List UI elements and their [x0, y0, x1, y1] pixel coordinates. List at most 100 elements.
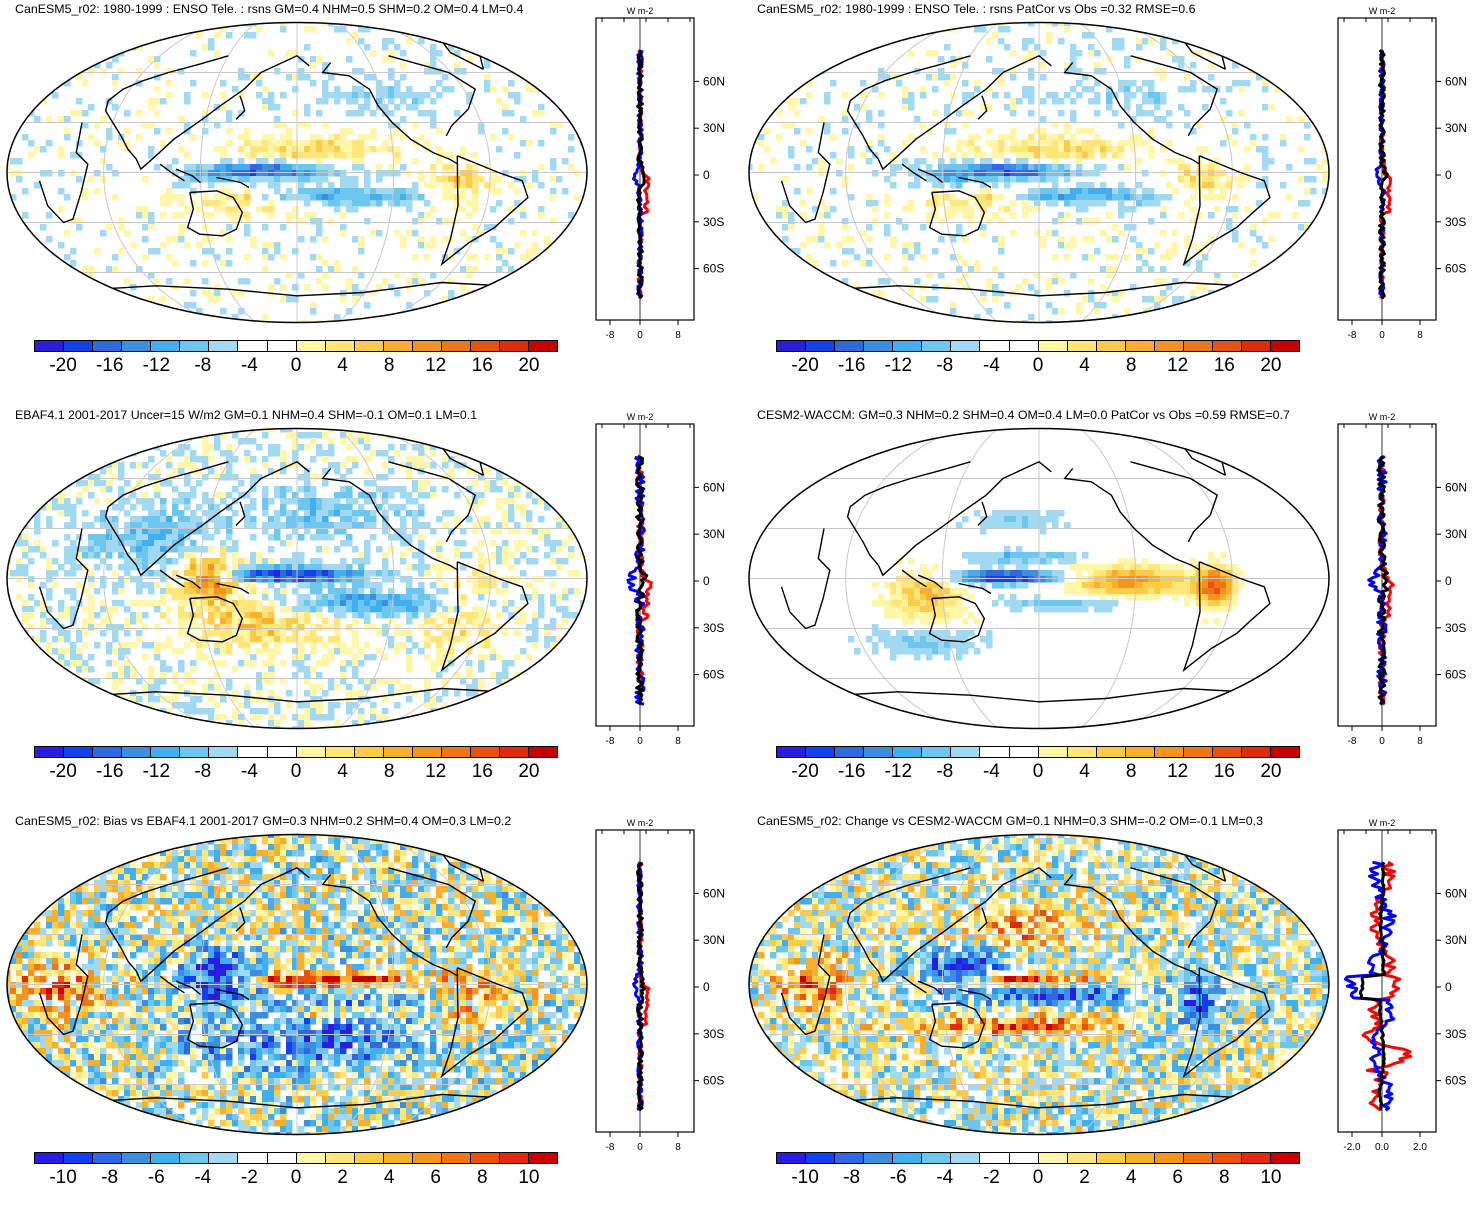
colorbar: [34, 746, 558, 758]
colorbar-label: -8: [936, 355, 953, 377]
lat-tick-label: 60N: [703, 480, 725, 494]
colorbar-label: 4: [1079, 761, 1090, 783]
colorbar-swatch: [413, 1153, 442, 1163]
lat-tick-label: 30S: [703, 621, 724, 635]
colorbar-label: 4: [1126, 1167, 1137, 1189]
profile-line: [638, 50, 645, 298]
colorbar-label: 12: [1167, 355, 1188, 377]
profile-x-tick-label: -8: [606, 330, 615, 341]
colorbar-swatch: [980, 747, 1009, 757]
colorbar-label: -4: [194, 1167, 211, 1189]
colorbar-swatch: [500, 1153, 529, 1163]
panel-ebaf-obs: EBAF4.1 2001-2017 Uncer=15 W/m2 GM=0.1 N…: [0, 406, 741, 801]
colorbar-swatch: [93, 1153, 122, 1163]
colorbar-label: 4: [384, 1167, 395, 1189]
colorbar-swatch: [777, 341, 806, 351]
colorbar-swatch: [35, 341, 64, 351]
colorbar-label: -2: [983, 1167, 1000, 1189]
colorbar-swatch: [1039, 1153, 1068, 1163]
colorbar-label: 6: [1172, 1167, 1183, 1189]
colorbar-swatch: [64, 341, 93, 351]
colorbar-label: -8: [194, 761, 211, 783]
colorbar-swatch: [326, 1153, 355, 1163]
colorbar-swatch: [180, 747, 209, 757]
colorbar-swatch: [500, 747, 529, 757]
colorbar-swatch: [355, 747, 384, 757]
colorbar-label: -8: [101, 1167, 118, 1189]
profile-unit-label: W m-2: [627, 412, 654, 422]
colorbar-swatch: [806, 1153, 835, 1163]
colorbar-swatch: [835, 341, 864, 351]
colorbar-label: 8: [384, 355, 395, 377]
colorbar-label: -6: [890, 1167, 907, 1189]
profile-x-tick-label: 0: [637, 330, 643, 341]
colorbar-label: -4: [936, 1167, 953, 1189]
colorbar-swatch: [1039, 747, 1068, 757]
colorbar-swatch: [384, 1153, 413, 1163]
colorbar-label: -20: [791, 761, 818, 783]
colorbar-swatch: [35, 747, 64, 757]
colorbar-swatch: [835, 1153, 864, 1163]
colorbar-swatch: [326, 341, 355, 351]
colorbar-swatch: [442, 1153, 471, 1163]
profile-x-tick-label: -8: [606, 1142, 615, 1153]
world-map: [746, 20, 1332, 325]
colorbar-swatch: [1126, 747, 1155, 757]
panel-title: CanESM5_r02: 1980-1999 : ENSO Tele. : rs…: [757, 2, 1195, 16]
colorbar-label: 0: [291, 761, 302, 783]
colorbar-label: 0: [291, 1167, 302, 1189]
lat-tick-label: 60N: [1445, 886, 1467, 900]
colorbar-label: 2: [337, 1167, 348, 1189]
colorbar-label: 0: [1033, 355, 1044, 377]
lat-tick-label: 60S: [703, 668, 724, 682]
colorbar-swatch: [529, 1153, 557, 1163]
colorbar-swatch: [980, 1153, 1009, 1163]
profile-x-tick-label: 8: [1417, 330, 1423, 341]
lat-tick-label: 30N: [703, 121, 725, 135]
colorbar-swatch: [1097, 341, 1126, 351]
colorbar-swatch: [1097, 1153, 1126, 1163]
colorbar-swatch: [471, 341, 500, 351]
colorbar-swatch: [180, 1153, 209, 1163]
lat-tick-label: 30S: [1445, 215, 1466, 229]
colorbar-label: -16: [96, 355, 123, 377]
colorbar-label: -16: [838, 355, 865, 377]
colorbar-swatch: [1271, 1153, 1299, 1163]
colorbar-label: 20: [1260, 761, 1281, 783]
profile-x-tick-label: 8: [675, 330, 681, 341]
colorbar-label: 12: [425, 761, 446, 783]
colorbar-swatch: [471, 1153, 500, 1163]
lat-tick-label: 30S: [1445, 621, 1466, 635]
lat-tick-label: 60N: [703, 74, 725, 88]
colorbar-label: 8: [384, 761, 395, 783]
profile-unit-label: W m-2: [1369, 412, 1396, 422]
colorbar-label: 0: [291, 355, 302, 377]
colorbar-swatch: [442, 341, 471, 351]
colorbar-label: 8: [1219, 1167, 1230, 1189]
colorbar-swatch: [209, 747, 238, 757]
colorbar-swatch: [151, 1153, 180, 1163]
colorbar-label: -12: [885, 761, 912, 783]
colorbar-swatch: [1271, 341, 1299, 351]
panel-change-vs-cesm2: CanESM5_r02: Change vs CESM2-WACCM GM=0.…: [742, 812, 1483, 1207]
profile-x-tick-label: 0: [1379, 736, 1385, 747]
colorbar-swatch: [893, 747, 922, 757]
profile-x-tick-label: 2.0: [1413, 1142, 1427, 1153]
profile-frame: [596, 830, 694, 1132]
colorbar-swatch: [413, 341, 442, 351]
colorbar-label: -8: [843, 1167, 860, 1189]
colorbar-label: -16: [838, 761, 865, 783]
colorbar-swatch: [209, 1153, 238, 1163]
colorbar: [776, 746, 1300, 758]
colorbar-label: -8: [194, 355, 211, 377]
colorbar-label: 0: [1033, 761, 1044, 783]
lat-tick-label: 30S: [703, 1027, 724, 1041]
colorbar-swatch: [529, 747, 557, 757]
colorbar-label: 16: [472, 355, 493, 377]
lat-tick-label: 30N: [1445, 933, 1467, 947]
profile-x-tick-label: 8: [675, 1142, 681, 1153]
colorbar-swatch: [864, 341, 893, 351]
